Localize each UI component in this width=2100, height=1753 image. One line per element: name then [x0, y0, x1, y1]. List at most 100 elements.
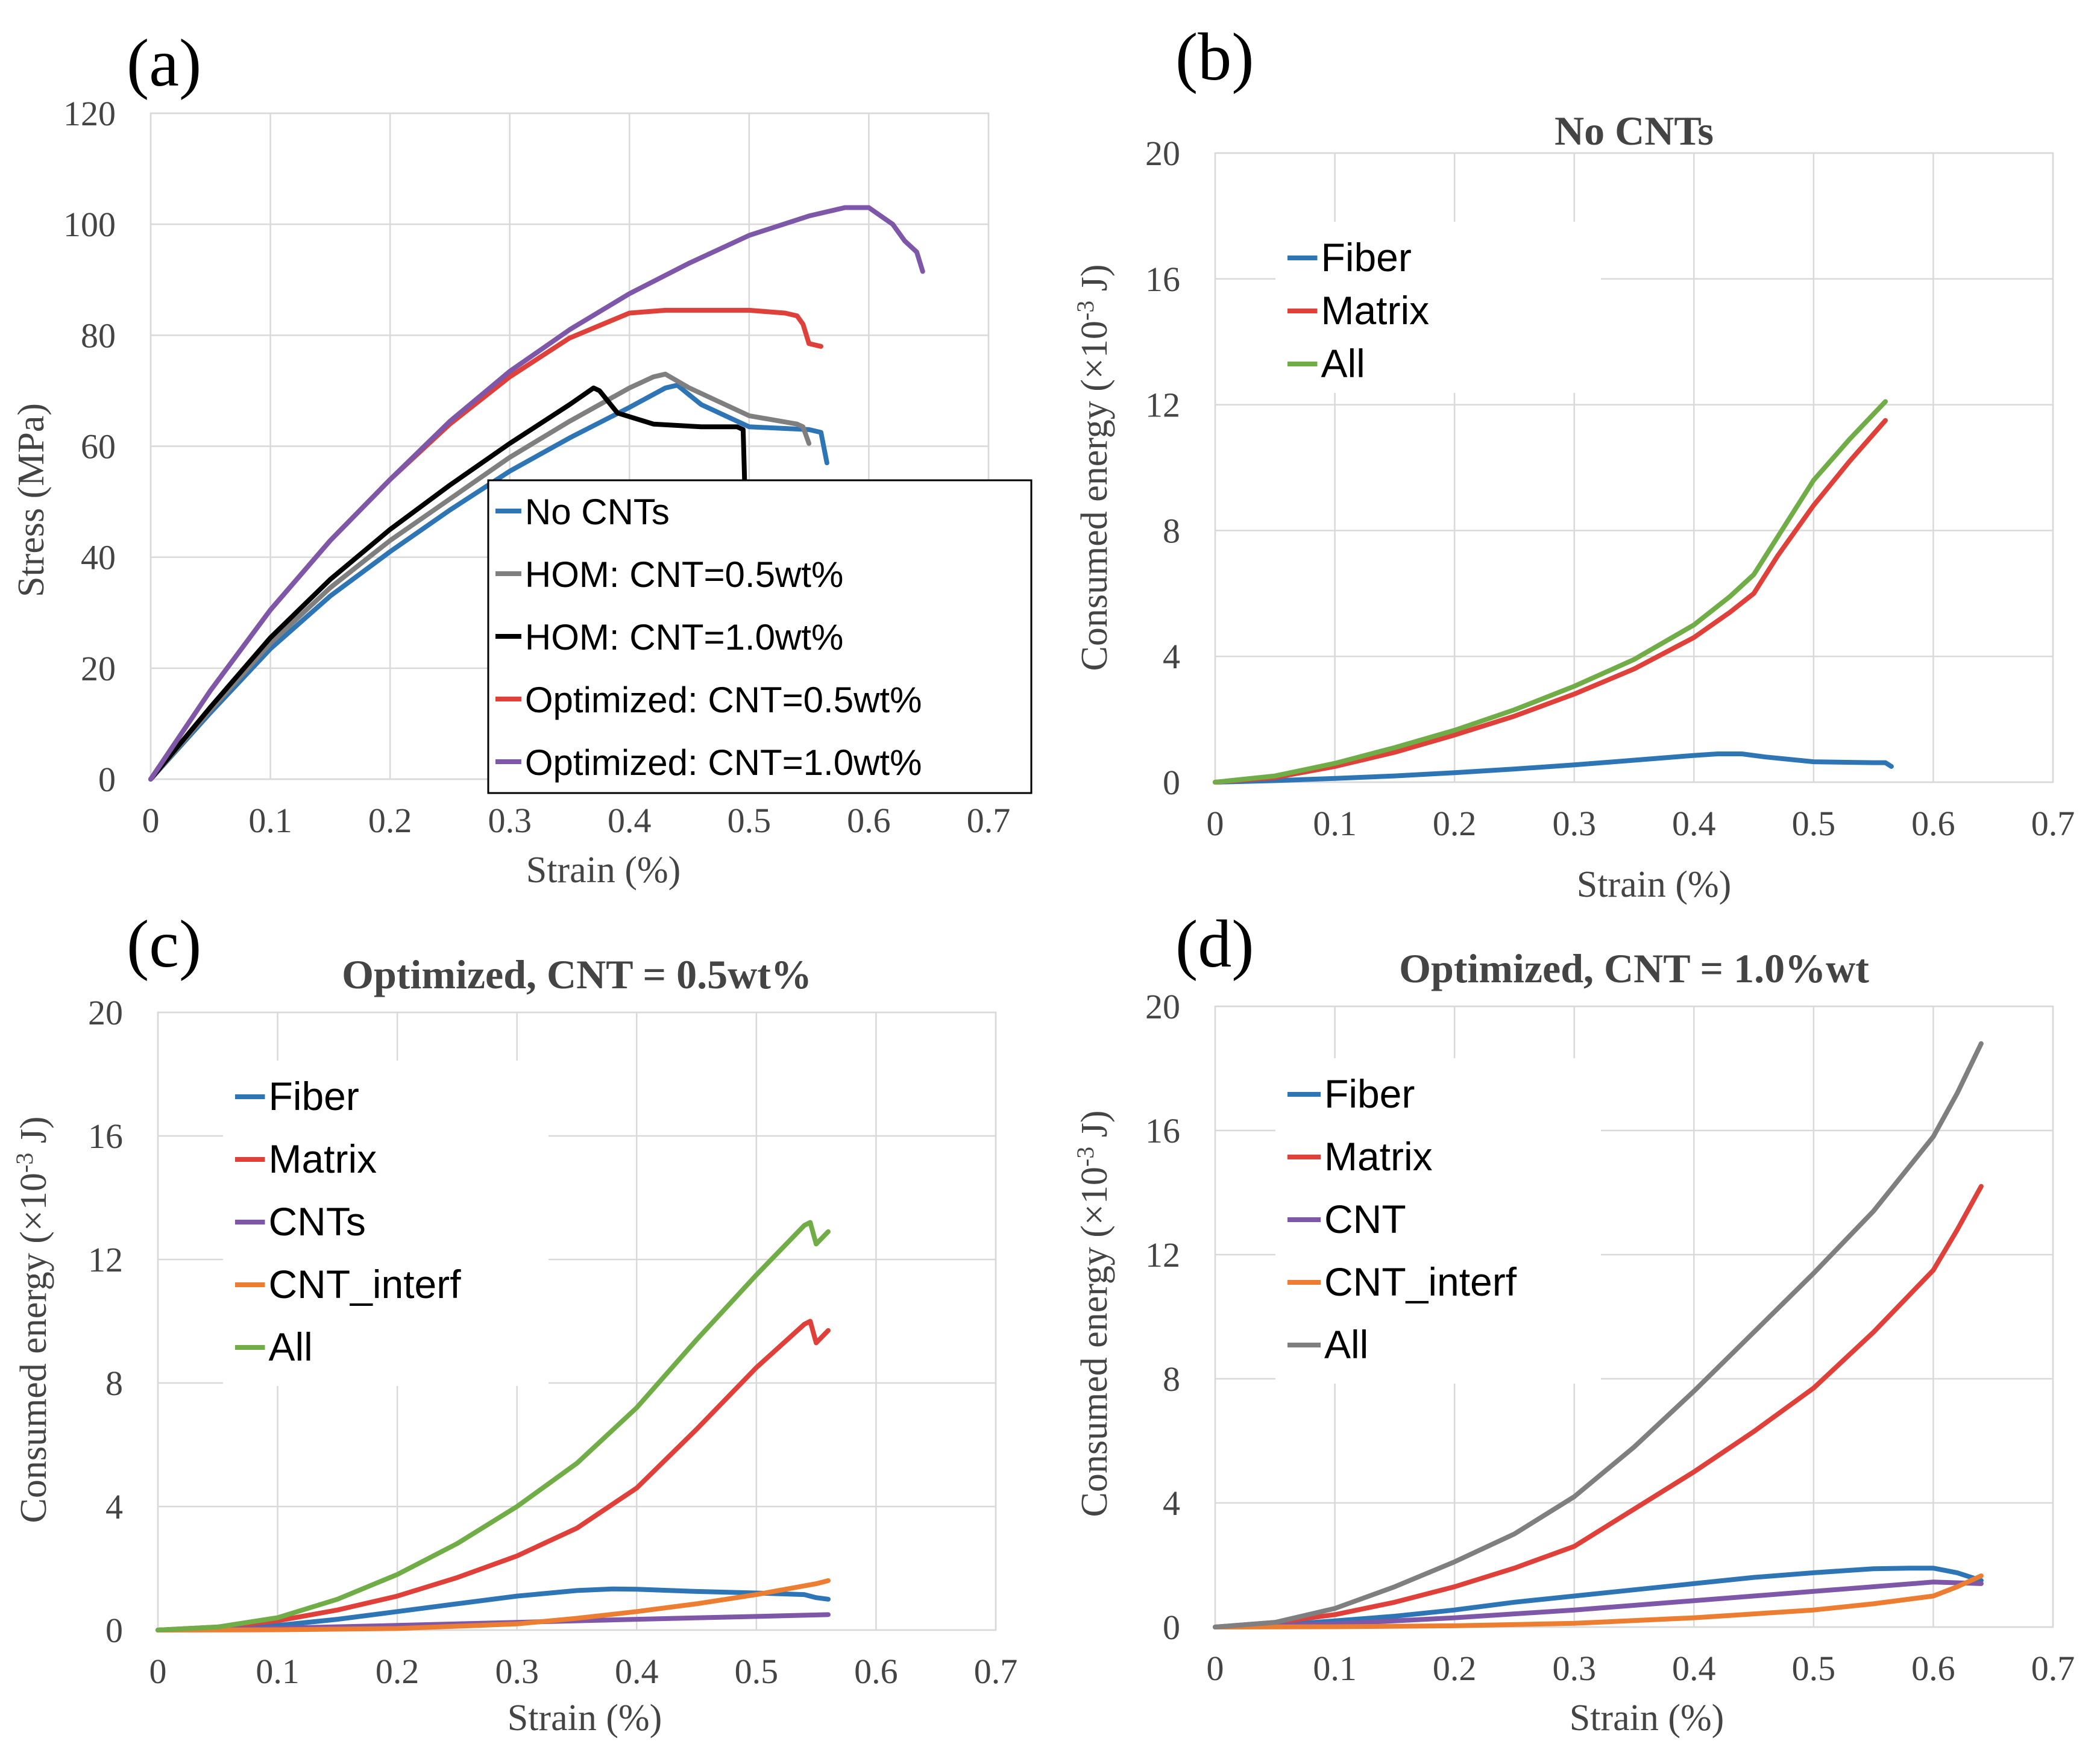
legend-label: CNT	[1324, 1197, 1406, 1241]
x-tick-label: 0.3	[1552, 804, 1596, 843]
series-line-cnt-interf	[1213, 1573, 1984, 1629]
y-tick-label: 20	[1145, 134, 1180, 173]
plot-area	[1214, 152, 2054, 783]
x-tick-label: 0.7	[974, 1652, 1018, 1691]
legend-label: CNT_interf	[269, 1262, 462, 1306]
x-tick-label: 0.3	[1552, 1649, 1596, 1688]
legend-label: All	[1324, 1322, 1368, 1367]
x-tick-label: 0.6	[854, 1652, 898, 1691]
legend-label: No CNTs	[525, 492, 670, 532]
x-tick-label: 0.3	[495, 1652, 539, 1691]
x-tick-label: 0.5	[735, 1652, 779, 1691]
y-axis-label-text: Consumed energy (×10	[1074, 321, 1115, 671]
y-tick-label: 40	[81, 538, 116, 577]
legend-label: Fiber	[269, 1074, 359, 1118]
y-tick-label: 16	[1145, 260, 1180, 299]
y-axis-label-superscript: -3	[11, 1153, 38, 1173]
legend-label: Fiber	[1324, 1071, 1415, 1116]
y-tick-label: 20	[81, 649, 116, 688]
chart-panel-3: 0 0.1 0.2 0.3 0.4 0.5 0.6 0.7 0 4 8 12 16 20 Strain (%…	[11, 907, 1018, 1739]
legend-label: Matrix	[269, 1137, 377, 1181]
x-tick-label: 0.4	[1672, 804, 1716, 843]
x-tick-label: 0.2	[368, 801, 412, 840]
x-tick-label: 0.6	[1911, 1649, 1955, 1688]
chart-panel-4: 0 0.1 0.2 0.3 0.4 0.5 0.6 0.7 0 4 8 12 16 20 Strain (%…	[1072, 907, 2075, 1739]
y-axis-label: Consumed energy (×10-3 J)	[11, 1116, 55, 1523]
y-tick-label: 4	[1163, 637, 1180, 676]
series-line-cnt-interf	[156, 1578, 831, 1632]
legend-label: Matrix	[1321, 288, 1430, 333]
series-line-hom-cnt-0-5wt-	[148, 371, 812, 782]
y-tick-label: 0	[105, 1611, 123, 1650]
legend-label: HOM: CNT=0.5wt%	[525, 554, 843, 595]
y-tick-label: 12	[1145, 386, 1180, 425]
panel-label: (b)	[1175, 20, 1254, 95]
legend-label: Optimized: CNT=0.5wt%	[525, 680, 922, 720]
y-axis-label: Consumed energy (×10-3 J)	[1072, 264, 1116, 671]
x-tick-label: 0.3	[488, 801, 532, 840]
series-line-hom-cnt-1-0wt-	[148, 385, 752, 782]
chart-title: No CNTs	[1555, 108, 1714, 154]
legend-label: Matrix	[1324, 1134, 1433, 1179]
x-tick-label: 0	[1207, 804, 1224, 843]
series-line-fiber	[1213, 1566, 1984, 1629]
y-tick-label: 8	[1163, 511, 1180, 550]
x-tick-label: 0.5	[1792, 1649, 1836, 1688]
y-tick-label: 8	[1163, 1359, 1180, 1399]
x-axis-label: Strain (%)	[526, 850, 681, 891]
y-tick-label: 16	[88, 1117, 123, 1156]
chart-title: Optimized, CNT = 0.5wt%	[342, 952, 812, 997]
x-tick-label: 0.2	[376, 1652, 420, 1691]
y-tick-label: 0	[1163, 763, 1180, 802]
legend: Fiber Matrix CNTs CNT_interf All	[223, 1061, 549, 1386]
y-tick-label: 4	[1163, 1484, 1180, 1523]
y-axis-label: Consumed energy (×10-3 J)	[1072, 1110, 1116, 1517]
x-tick-label: 0.5	[728, 801, 772, 840]
legend-label: Fiber	[1321, 235, 1412, 280]
series-line-optimized-cnt-1-0wt-	[148, 205, 925, 782]
y-tick-label: 12	[1145, 1235, 1180, 1275]
series-line-fiber	[156, 1586, 831, 1632]
legend-label: CNT_interf	[1324, 1259, 1517, 1304]
series-line-all	[1213, 399, 1888, 785]
x-axis-label: Strain (%)	[508, 1698, 662, 1739]
x-tick-label: 0.7	[967, 801, 1011, 840]
x-tick-label: 0.7	[2031, 1649, 2075, 1688]
series-line-fiber	[1213, 751, 1894, 785]
legend-background	[223, 1061, 549, 1386]
y-tick-label: 12	[88, 1240, 123, 1279]
x-tick-label: 0.1	[1313, 804, 1357, 843]
legend: No CNTs HOM: CNT=0.5wt% HOM: CNT=1.0wt% Opt…	[487, 479, 1033, 794]
legend-box	[487, 479, 1033, 794]
chart-title: Optimized, CNT = 1.0%wt	[1399, 945, 1869, 991]
legend-label: All	[269, 1325, 313, 1369]
x-tick-label: 0.1	[1313, 1649, 1357, 1688]
legend-label: All	[1321, 341, 1365, 386]
x-tick-label: 0	[149, 1652, 167, 1691]
series-line-cnt	[1213, 1579, 1984, 1629]
x-tick-label: 0.5	[1792, 804, 1836, 843]
x-tick-label: 0.6	[847, 801, 891, 840]
plot-area	[1214, 1005, 2054, 1628]
panel-label: (d)	[1175, 907, 1254, 982]
x-tick-label: 0.7	[2031, 804, 2075, 843]
y-tick-label: 20	[88, 993, 123, 1032]
y-axis-label-text: Consumed energy (×10	[1074, 1167, 1115, 1517]
x-tick-label: 0.2	[1433, 804, 1477, 843]
panel-label: (a)	[127, 26, 201, 101]
x-tick-label: 0.4	[1672, 1649, 1716, 1688]
y-tick-label: 120	[63, 94, 116, 133]
series-line-matrix	[156, 1319, 831, 1632]
panel-label: (c)	[127, 907, 201, 982]
x-tick-label: 0.1	[256, 1652, 300, 1691]
x-axis-label: Strain (%)	[1570, 1698, 1724, 1739]
y-axis-label-text: Consumed energy (×10	[13, 1173, 54, 1523]
y-tick-label: 80	[81, 316, 116, 355]
y-tick-label: 16	[1145, 1111, 1180, 1150]
y-tick-label: 4	[105, 1487, 123, 1526]
plot-area	[157, 1011, 997, 1631]
series-line-no-cnts	[148, 383, 829, 782]
x-tick-label: 0.2	[1433, 1649, 1477, 1688]
legend: Fiber Matrix CNT CNT_interf All	[1275, 1058, 1601, 1384]
